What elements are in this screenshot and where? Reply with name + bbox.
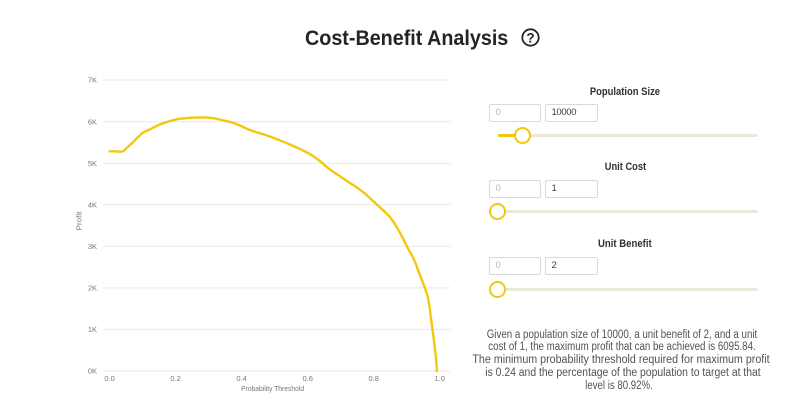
svg-text:?: ?: [526, 31, 534, 46]
svg-text:0K: 0K: [88, 367, 97, 376]
svg-text:3K: 3K: [88, 242, 97, 251]
svg-text:0.2: 0.2: [170, 374, 180, 383]
svg-text:4K: 4K: [88, 200, 97, 209]
svg-text:0.6: 0.6: [302, 374, 312, 383]
svg-text:Profit: Profit: [74, 211, 83, 231]
svg-text:0.0: 0.0: [104, 374, 114, 383]
svg-text:1.0: 1.0: [434, 374, 444, 383]
svg-text:0.4: 0.4: [236, 374, 246, 383]
svg-text:0.8: 0.8: [368, 374, 378, 383]
svg-text:6K: 6K: [88, 117, 97, 126]
svg-text:5K: 5K: [88, 159, 97, 168]
svg-text:2K: 2K: [88, 284, 97, 293]
svg-text:Probability Threshold: Probability Threshold: [241, 384, 304, 393]
svg-text:7K: 7K: [88, 76, 97, 85]
svg-text:1K: 1K: [88, 325, 97, 334]
